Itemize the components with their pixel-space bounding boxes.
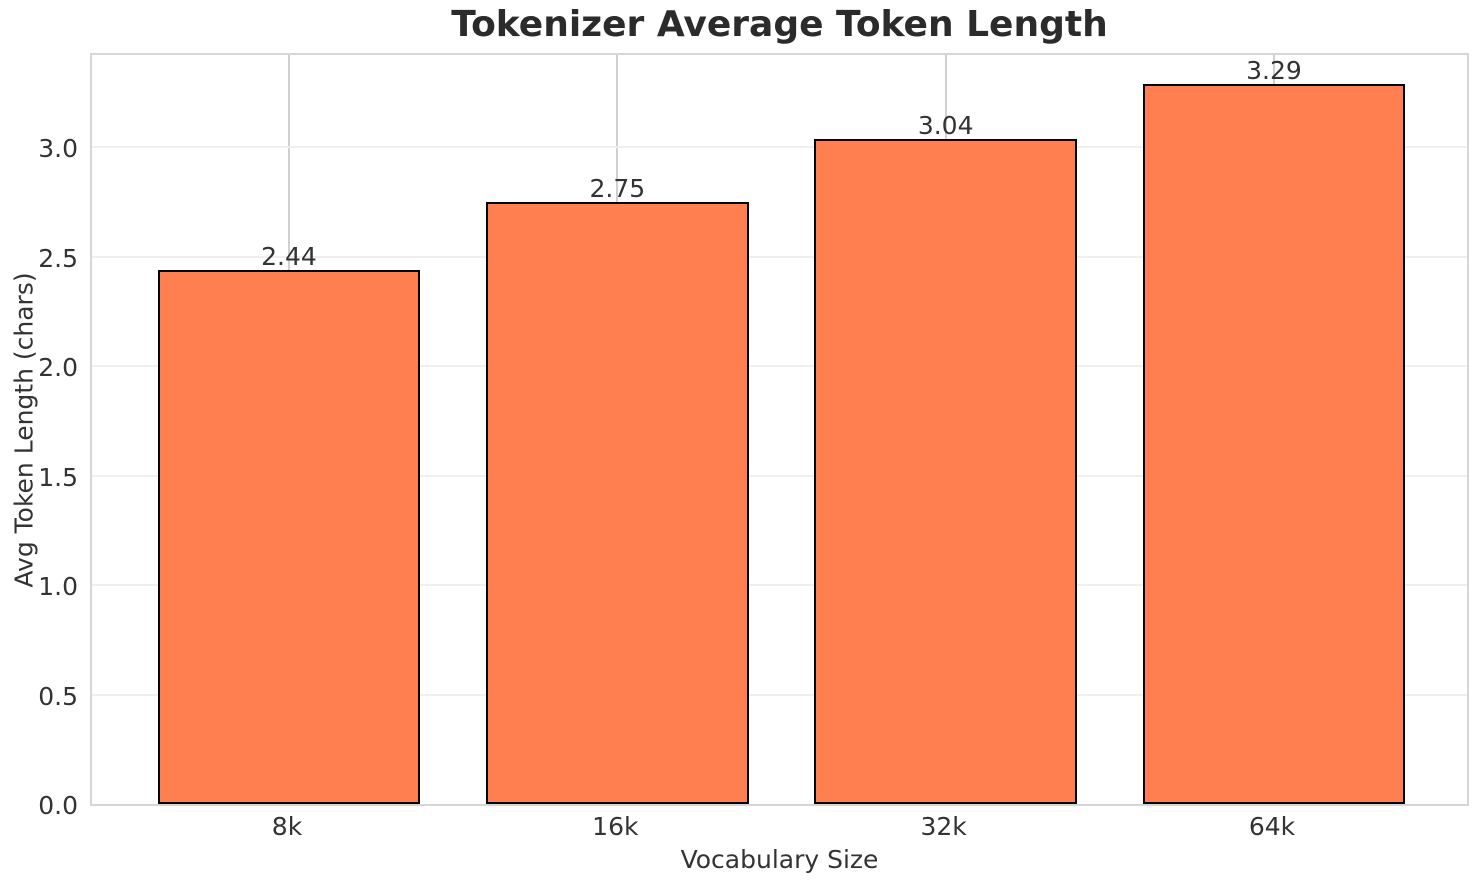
y-gridline <box>92 693 1467 696</box>
y-gridline <box>92 365 1467 368</box>
bar <box>1142 83 1406 804</box>
y-gridline <box>92 474 1467 477</box>
y-gridline <box>92 146 1467 149</box>
bar <box>157 269 421 804</box>
y-axis-label: Avg Token Length (chars) <box>9 272 39 588</box>
bar-value-label: 3.04 <box>917 110 974 140</box>
y-tick-label: 0.0 <box>38 791 78 820</box>
y-tick-label: 2.0 <box>38 353 78 383</box>
x-axis-label: Vocabulary Size <box>680 845 879 874</box>
y-gridline <box>92 584 1467 587</box>
bar-value-label: 2.75 <box>589 174 646 204</box>
x-tick-label: 16k <box>592 812 639 841</box>
plot-area: 2.44 2.75 3.04 3.29 <box>90 53 1469 806</box>
y-tick-label: 1.0 <box>38 572 78 602</box>
x-tick-label: 64k <box>1248 812 1296 841</box>
y-tick-label: 1.5 <box>38 462 78 492</box>
bar <box>486 202 749 804</box>
bar-value-label: 3.29 <box>1246 55 1302 85</box>
y-gridline <box>92 255 1467 258</box>
chart-title: Tokenizer Average Token Length <box>451 4 1108 45</box>
y-tick-label: 3.0 <box>38 134 78 164</box>
bar <box>814 138 1077 804</box>
y-tick-label: 2.5 <box>38 243 78 273</box>
y-tick-label: 0.5 <box>38 681 78 711</box>
x-tick-label: 32k <box>920 812 967 841</box>
x-tick-label: 8k <box>271 812 303 841</box>
bar-value-label: 2.44 <box>261 241 317 271</box>
